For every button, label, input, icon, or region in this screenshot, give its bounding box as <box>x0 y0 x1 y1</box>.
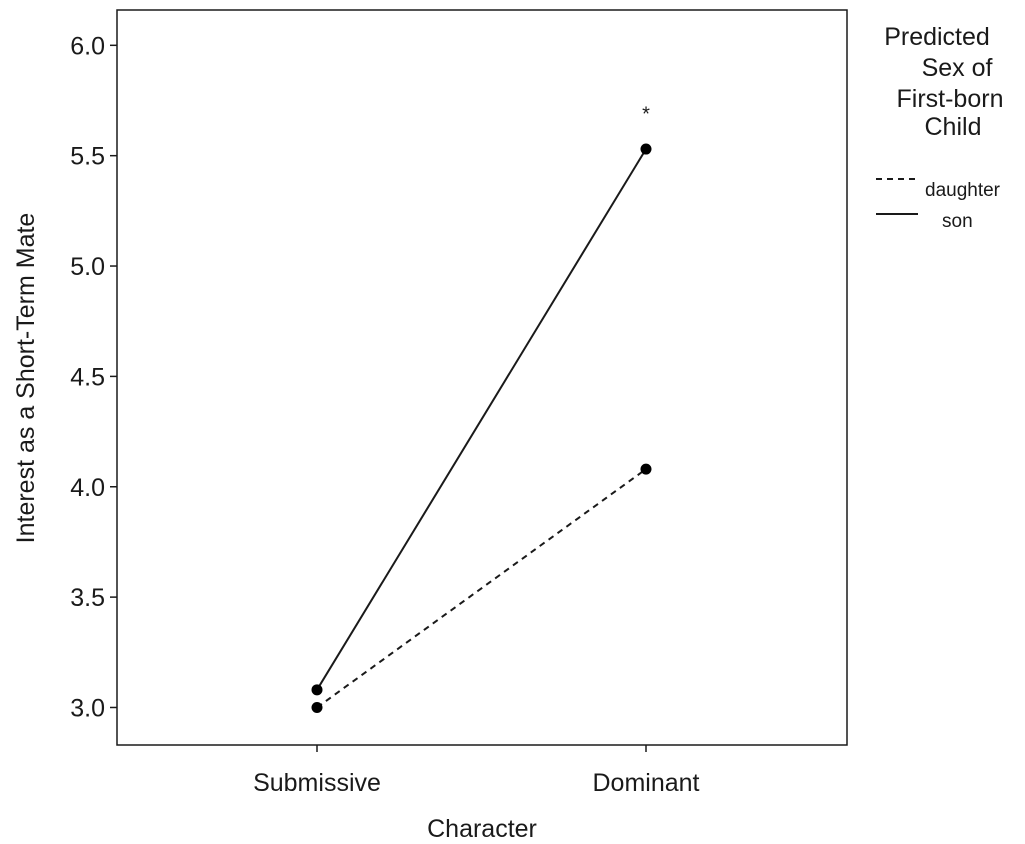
plot-frame <box>116 9 848 746</box>
data-point-son <box>311 684 323 696</box>
x-axis-title: Character <box>427 815 537 843</box>
annotation-layer: * <box>642 104 650 126</box>
y-tick-label: 3.0 <box>70 694 105 722</box>
legend-label-son: son <box>942 211 973 232</box>
data-point-daughter <box>640 463 652 475</box>
y-tick-label: 5.0 <box>70 253 105 281</box>
legend-label-daughter: daughter <box>925 180 1001 201</box>
data-point-son <box>640 143 652 155</box>
y-tick-label: 4.5 <box>70 363 105 391</box>
x-tick-label: Dominant <box>593 769 700 797</box>
y-tick-label: 4.0 <box>70 474 105 502</box>
y-tick-label: 6.0 <box>70 32 105 60</box>
legend-title-line-3: First-born <box>897 85 1004 113</box>
x-axis: Submissive Dominant <box>253 745 700 797</box>
significance-marker: * <box>642 104 650 126</box>
legend-title-line-1: Predicted <box>884 23 990 51</box>
y-tick-label: 3.5 <box>70 584 105 612</box>
data-point-daughter <box>311 701 323 713</box>
y-axis-title: Interest as a Short-Term Mate <box>12 213 40 544</box>
series-line-son <box>316 148 647 691</box>
series-layer <box>311 143 652 713</box>
y-tick-label: 5.5 <box>70 143 105 171</box>
legend: Predicted Sex of First-born Child daught… <box>876 23 1003 232</box>
y-axis: 3.0 3.5 4.0 4.5 5.0 5.5 6.0 <box>70 32 117 722</box>
legend-title-line-2: Sex of <box>922 54 993 82</box>
x-tick-label: Submissive <box>253 769 381 797</box>
series-line-daughter <box>316 468 647 709</box>
legend-title-line-4: Child <box>925 113 982 141</box>
